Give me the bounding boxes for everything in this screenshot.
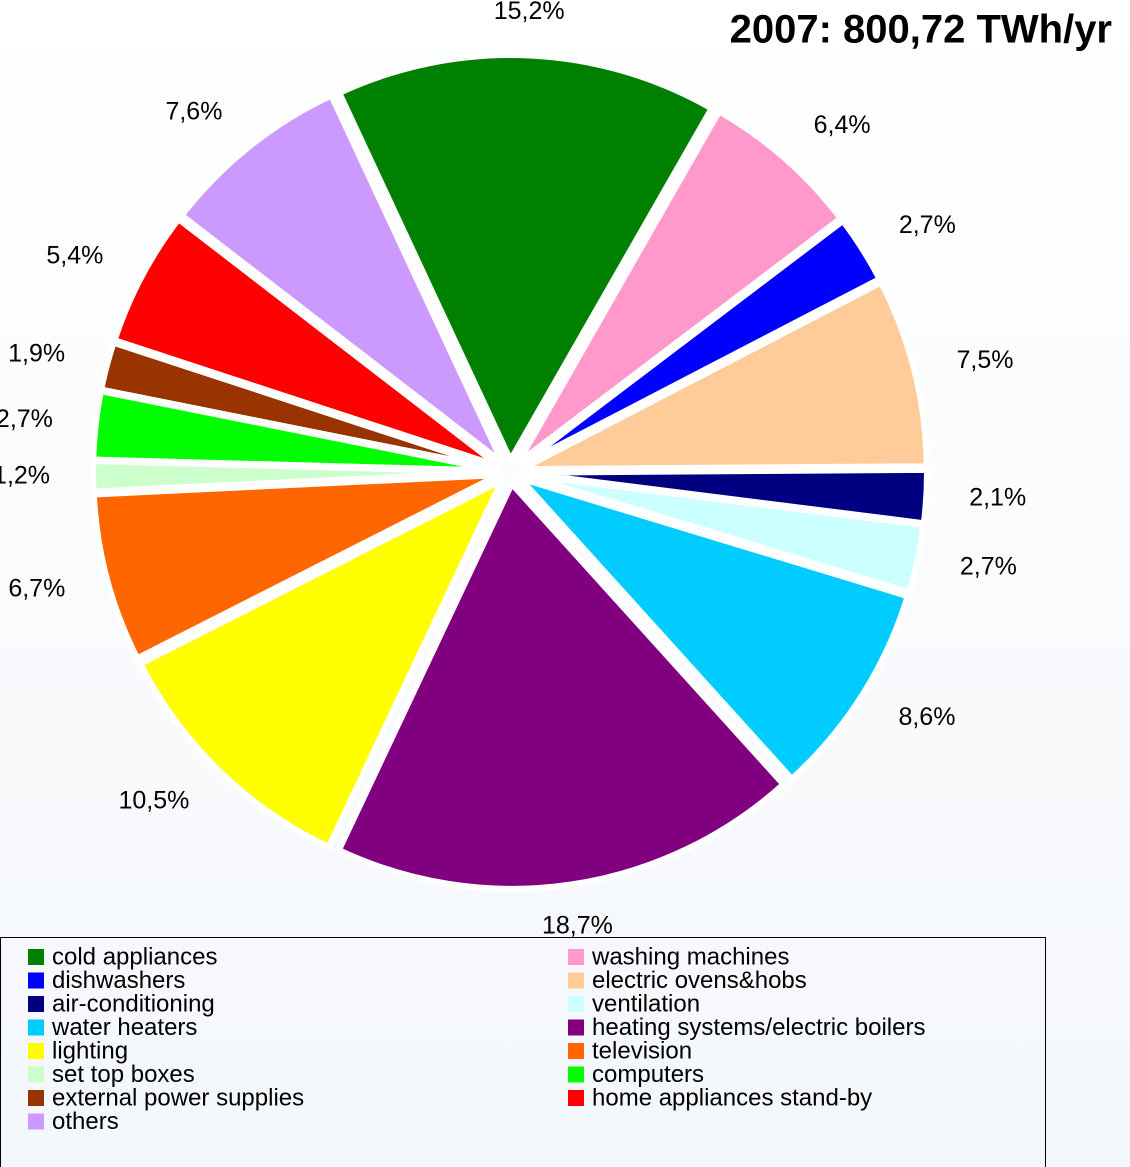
- legend-swatch: [28, 1113, 44, 1130]
- legend-label: home appliances stand-by: [592, 1084, 872, 1111]
- legend-swatch: [568, 972, 584, 989]
- legend-swatch: [568, 1043, 584, 1059]
- legend-swatch: [28, 1090, 44, 1106]
- slice-label: 7,6%: [165, 98, 222, 126]
- legend-swatch: [28, 972, 44, 989]
- legend-label: lighting: [52, 1037, 128, 1064]
- legend-label: heating systems/electric boilers: [592, 1014, 925, 1041]
- legend-swatch: [28, 949, 44, 965]
- pie-slice: [520, 471, 927, 596]
- slice-label: 18,7%: [542, 912, 613, 940]
- legend-label: cold appliances: [52, 943, 217, 970]
- legend-label: ventilation: [592, 990, 700, 1017]
- pie-slice: [110, 215, 502, 470]
- legend-label: electric ovens&hobs: [592, 967, 807, 994]
- legend-label: air-conditioning: [52, 990, 215, 1017]
- slice-label: 10,5%: [118, 786, 189, 814]
- slice-label: 7,5%: [956, 346, 1013, 374]
- legend-label: external power supplies: [52, 1084, 304, 1111]
- legend-label: dishwashers: [52, 967, 185, 994]
- pie-slice: [520, 278, 930, 473]
- legend-swatch: [568, 1066, 584, 1083]
- slice-label: 8,6%: [898, 703, 955, 731]
- legend-label: washing machines: [591, 943, 789, 970]
- legend-swatch: [28, 1019, 44, 1036]
- legend-swatch: [568, 1019, 584, 1036]
- slice-label: 1,9%: [8, 340, 65, 368]
- legend-label: television: [592, 1037, 692, 1064]
- slice-label: 2,1%: [969, 484, 1026, 512]
- legend-label: others: [52, 1108, 119, 1135]
- legend-swatch: [568, 949, 584, 965]
- pie-slice: [136, 473, 509, 851]
- slice-label: 6,7%: [8, 574, 65, 602]
- pie-slice: [90, 472, 500, 663]
- pie-slice: [335, 52, 716, 467]
- slice-label: 1,2%: [0, 461, 50, 489]
- pie-slice: [518, 216, 884, 469]
- legend-label: water heaters: [51, 1014, 197, 1041]
- pie-slice: [510, 472, 912, 784]
- legend-swatch: [568, 996, 584, 1012]
- legend-swatch: [28, 1066, 44, 1083]
- slice-label: 2,7%: [0, 405, 53, 433]
- legend-label: computers: [592, 1061, 704, 1088]
- slice-label: 2,7%: [960, 552, 1017, 580]
- slice-label: 2,7%: [899, 211, 956, 239]
- pie-slice: [515, 107, 845, 466]
- slice-label: 5,4%: [46, 241, 103, 269]
- slice-label: 15,2%: [494, 0, 565, 25]
- chart-title: 2007: 800,72 TWh/yr: [730, 8, 1112, 52]
- pie-slice: [334, 478, 788, 892]
- legend-label: set top boxes: [52, 1061, 195, 1088]
- slice-label: 6,4%: [814, 111, 871, 139]
- legend-swatch: [28, 1043, 44, 1059]
- legend-swatch: [568, 1090, 584, 1106]
- pie-slice: [177, 91, 506, 466]
- legend-box: [0, 937, 1046, 1167]
- legend-swatch: [28, 996, 44, 1012]
